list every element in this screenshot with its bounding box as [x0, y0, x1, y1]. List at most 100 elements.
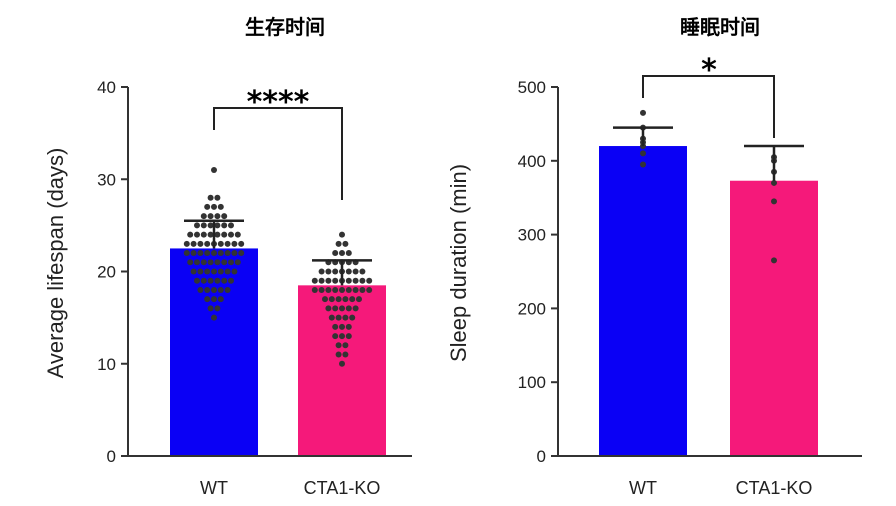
data-point-lifespan-0-30 — [228, 259, 234, 266]
data-point-lifespan-1-50 — [359, 268, 366, 275]
significance-bracket-sleep — [642, 75, 775, 138]
data-point-lifespan-0-36 — [211, 250, 217, 257]
data-point-lifespan-0-69 — [211, 203, 217, 210]
data-point-lifespan-0-25 — [194, 259, 200, 266]
data-point-lifespan-0-42 — [190, 240, 197, 247]
data-point-lifespan-0-18 — [197, 268, 204, 275]
data-point-lifespan-1-17 — [339, 305, 345, 312]
data-point-lifespan-0-63 — [228, 222, 234, 229]
data-point-lifespan-1-23 — [342, 296, 349, 303]
data-point-lifespan-0-72 — [214, 194, 221, 201]
data-point-lifespan-0-64 — [200, 213, 207, 220]
y-tick-label-sleep-1: 100 — [518, 373, 546, 392]
data-point-lifespan-1-35 — [311, 277, 318, 284]
significance-bracket-lifespan — [213, 107, 343, 200]
bars-sleep — [599, 146, 818, 457]
data-point-lifespan-0-28 — [214, 259, 221, 266]
data-point-lifespan-0-51 — [194, 231, 200, 238]
data-point-lifespan-1-31 — [345, 286, 352, 293]
data-point-lifespan-1-37 — [325, 277, 332, 284]
data-point-lifespan-1-49 — [352, 268, 359, 275]
data-point-lifespan-0-10 — [224, 286, 231, 293]
data-point-lifespan-0-41 — [183, 240, 190, 247]
data-point-lifespan-0-53 — [207, 231, 214, 238]
data-point-lifespan-1-3 — [335, 342, 342, 349]
data-point-lifespan-1-33 — [359, 286, 366, 293]
data-point-lifespan-1-40 — [345, 277, 352, 284]
data-point-lifespan-0-29 — [221, 259, 228, 266]
y-tick-label-lifespan-0: 0 — [107, 447, 116, 466]
data-point-lifespan-0-57 — [234, 231, 241, 238]
x-tick-label-wt-lifespan: WT — [200, 478, 228, 498]
data-point-lifespan-0-23 — [231, 268, 238, 275]
x-tick-label-wt-sleep: WT — [629, 478, 657, 498]
data-point-lifespan-1-2 — [342, 351, 349, 358]
data-point-lifespan-0-44 — [204, 240, 211, 247]
data-point-lifespan-0-8 — [211, 286, 217, 293]
data-point-lifespan-0-48 — [231, 240, 238, 247]
data-point-lifespan-1-15 — [325, 305, 332, 312]
bars-lifespan — [170, 248, 386, 456]
data-point-lifespan-0-62 — [221, 222, 228, 229]
data-point-lifespan-0-22 — [224, 268, 231, 275]
errorbars-sleep — [613, 126, 804, 181]
data-point-lifespan-0-56 — [228, 231, 234, 238]
data-point-lifespan-0-14 — [214, 277, 221, 284]
data-point-sleep-1-0 — [771, 257, 777, 264]
data-point-lifespan-0-13 — [207, 277, 214, 284]
data-point-lifespan-0-21 — [217, 268, 224, 275]
bar-sleep-0 — [599, 146, 687, 457]
y-tick-label-lifespan-1: 10 — [97, 355, 116, 374]
data-point-lifespan-1-0 — [339, 360, 345, 367]
data-point-lifespan-0-70 — [217, 203, 224, 210]
data-point-lifespan-0-60 — [207, 222, 214, 229]
data-point-lifespan-1-19 — [352, 305, 359, 312]
bar-sleep-1 — [730, 180, 818, 456]
data-point-lifespan-0-61 — [214, 222, 221, 229]
data-point-lifespan-1-25 — [356, 296, 362, 303]
data-point-sleep-0-6 — [640, 109, 646, 116]
data-point-lifespan-0-19 — [204, 268, 211, 275]
x-tick-label-ko-lifespan: CTA1-KO — [304, 478, 381, 498]
data-point-lifespan-0-35 — [204, 250, 211, 257]
data-point-lifespan-1-27 — [318, 286, 325, 293]
data-point-lifespan-1-45 — [325, 268, 332, 275]
data-point-lifespan-0-49 — [238, 240, 245, 247]
data-point-lifespan-0-38 — [224, 250, 231, 257]
data-point-lifespan-0-47 — [224, 240, 231, 247]
data-point-lifespan-0-16 — [228, 277, 234, 284]
data-point-lifespan-0-20 — [211, 268, 217, 275]
data-point-lifespan-0-71 — [207, 194, 214, 201]
data-point-lifespan-1-8 — [332, 323, 339, 330]
data-point-lifespan-0-5 — [217, 296, 224, 303]
data-point-lifespan-1-16 — [332, 305, 339, 312]
data-point-lifespan-1-60 — [342, 240, 349, 247]
data-point-lifespan-1-58 — [345, 250, 352, 257]
dots-lifespan — [183, 167, 373, 367]
data-point-lifespan-0-9 — [217, 286, 224, 293]
data-point-lifespan-1-59 — [335, 240, 342, 247]
chart-title-sleep: 睡眠时间 — [680, 15, 760, 39]
data-point-lifespan-1-29 — [332, 286, 339, 293]
data-point-lifespan-1-57 — [339, 250, 345, 257]
data-point-lifespan-0-6 — [197, 286, 204, 293]
data-point-sleep-1-1 — [771, 198, 777, 205]
data-point-lifespan-0-15 — [221, 277, 228, 284]
data-point-sleep-0-1 — [640, 150, 646, 157]
y-tick-label-sleep-0: 0 — [537, 447, 546, 466]
data-point-lifespan-1-5 — [332, 333, 339, 340]
panel-sleep: 睡眠时间 Sleep duration (min) 0 100 200 300 400 5… — [446, 15, 862, 498]
data-point-sleep-1-2 — [771, 179, 777, 186]
data-point-lifespan-0-59 — [200, 222, 207, 229]
data-point-lifespan-0-4 — [211, 296, 217, 303]
y-tick-label-lifespan-3: 30 — [97, 170, 116, 189]
data-point-lifespan-1-13 — [342, 314, 349, 321]
data-point-lifespan-0-50 — [187, 231, 194, 238]
data-point-lifespan-1-43 — [366, 277, 373, 284]
y-tick-label-lifespan-2: 20 — [97, 263, 116, 282]
y-tick-label-sleep-3: 300 — [518, 226, 546, 245]
data-point-lifespan-0-66 — [214, 213, 221, 220]
data-point-lifespan-1-34 — [366, 286, 373, 293]
data-point-lifespan-0-31 — [234, 259, 241, 266]
